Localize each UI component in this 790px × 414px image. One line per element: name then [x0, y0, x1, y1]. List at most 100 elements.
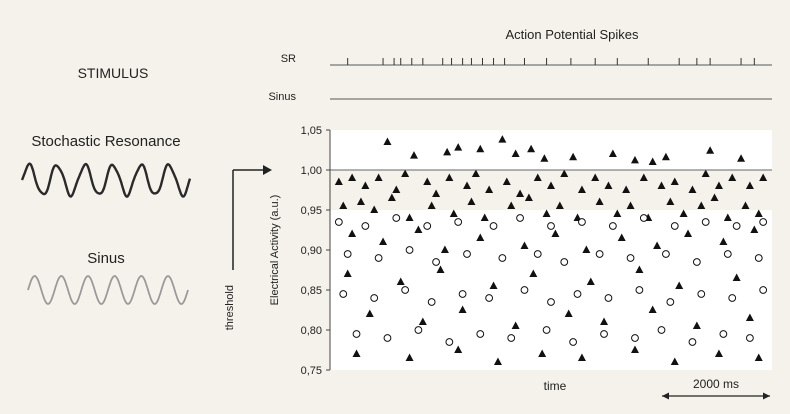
triangle-marker	[480, 213, 489, 221]
circle-marker	[516, 214, 524, 222]
triangle-marker	[723, 213, 732, 221]
triangle-marker	[427, 201, 436, 209]
circle-marker	[383, 334, 392, 342]
scatter-markers	[334, 135, 768, 365]
triangle-marker	[443, 147, 452, 156]
triangle-marker	[670, 357, 679, 365]
triangle-marker	[595, 197, 604, 205]
circle-marker	[754, 254, 763, 262]
triangle-marker	[600, 317, 609, 325]
triangle-marker	[440, 245, 449, 253]
triangle-marker	[630, 345, 639, 353]
triangle-marker	[405, 213, 414, 221]
circle-marker	[343, 250, 352, 258]
circle-marker	[626, 254, 635, 262]
triangle-marker	[458, 305, 467, 313]
circle-marker	[657, 326, 666, 334]
triangle-marker	[551, 229, 560, 237]
sinus-label: Sinus	[87, 250, 125, 267]
triangle-marker	[524, 193, 533, 201]
circle-marker	[688, 338, 697, 346]
triangle-marker	[352, 349, 361, 357]
triangle-marker	[657, 181, 666, 189]
triangle-marker	[675, 281, 684, 289]
circle-marker	[635, 286, 644, 294]
circle-marker	[547, 222, 555, 230]
triangle-marker	[759, 173, 768, 181]
triangle-marker	[626, 201, 635, 209]
threshold-label: threshold	[224, 285, 236, 330]
triangle-marker	[467, 197, 476, 205]
triangle-marker	[365, 309, 374, 317]
triangle-marker	[520, 241, 529, 249]
triangle-marker	[564, 309, 573, 317]
circle-marker	[600, 330, 608, 338]
triangle-marker	[701, 169, 710, 177]
circle-marker	[542, 326, 551, 334]
triangle-marker	[485, 185, 494, 193]
triangle-marker	[710, 193, 719, 201]
circle-marker	[520, 286, 529, 294]
triangle-marker	[555, 201, 564, 209]
circle-marker	[759, 286, 768, 294]
circle-marker	[432, 258, 440, 266]
triangle-marker	[334, 177, 343, 185]
triangle-marker	[617, 233, 626, 241]
circle-marker	[401, 286, 410, 294]
triangle-marker	[569, 152, 578, 161]
circle-marker	[569, 338, 577, 346]
circle-marker	[414, 326, 423, 334]
triangle-marker	[754, 209, 763, 217]
scale-bar-label: 2000 ms	[693, 377, 739, 391]
triangle-marker	[540, 154, 549, 162]
circle-marker	[719, 330, 728, 338]
threshold-arrow	[232, 165, 272, 270]
triangle-marker	[635, 265, 644, 273]
circle-marker	[670, 222, 679, 230]
circle-marker	[639, 214, 648, 222]
circle-marker	[697, 290, 706, 298]
triangle-marker	[754, 353, 763, 361]
triangle-marker	[392, 185, 401, 193]
triangle-marker	[498, 135, 507, 143]
triangle-marker	[706, 146, 715, 154]
circle-marker	[445, 338, 454, 346]
circle-marker	[454, 218, 463, 226]
triangle-marker	[493, 357, 502, 365]
triangle-marker	[339, 201, 348, 209]
triangle-marker	[463, 181, 472, 189]
sr-spike-train	[347, 58, 755, 65]
circle-marker	[374, 254, 383, 262]
triangle-marker	[719, 237, 728, 245]
triangle-marker	[679, 209, 688, 217]
triangle-marker	[516, 189, 525, 197]
triangle-marker	[533, 173, 542, 181]
triangle-marker	[348, 229, 357, 237]
triangle-marker	[432, 189, 441, 197]
triangle-marker	[728, 173, 737, 181]
circle-marker	[759, 218, 768, 226]
circle-marker	[463, 250, 471, 258]
triangle-marker	[414, 225, 423, 233]
circle-marker	[560, 258, 569, 266]
triangle-marker	[507, 201, 516, 209]
stochastic-resonance-wave	[20, 162, 192, 198]
y-tick-label: 0,95	[301, 205, 322, 217]
stochastic-resonance-label: Stochastic Resonance	[31, 133, 180, 150]
triangle-marker	[666, 197, 675, 205]
triangle-marker	[737, 154, 746, 162]
triangle-marker	[741, 201, 750, 209]
circle-marker	[352, 330, 361, 338]
triangle-marker	[476, 233, 485, 241]
triangle-marker	[692, 321, 701, 329]
triangle-marker	[454, 143, 463, 151]
triangle-marker	[401, 169, 410, 177]
sinus-row-label: Sinus	[268, 91, 296, 103]
circle-marker	[573, 290, 582, 298]
circle-marker	[547, 298, 555, 306]
triangle-marker	[542, 209, 551, 217]
triangle-marker	[714, 349, 723, 357]
triangle-marker	[684, 229, 693, 237]
triangle-marker	[348, 173, 357, 181]
